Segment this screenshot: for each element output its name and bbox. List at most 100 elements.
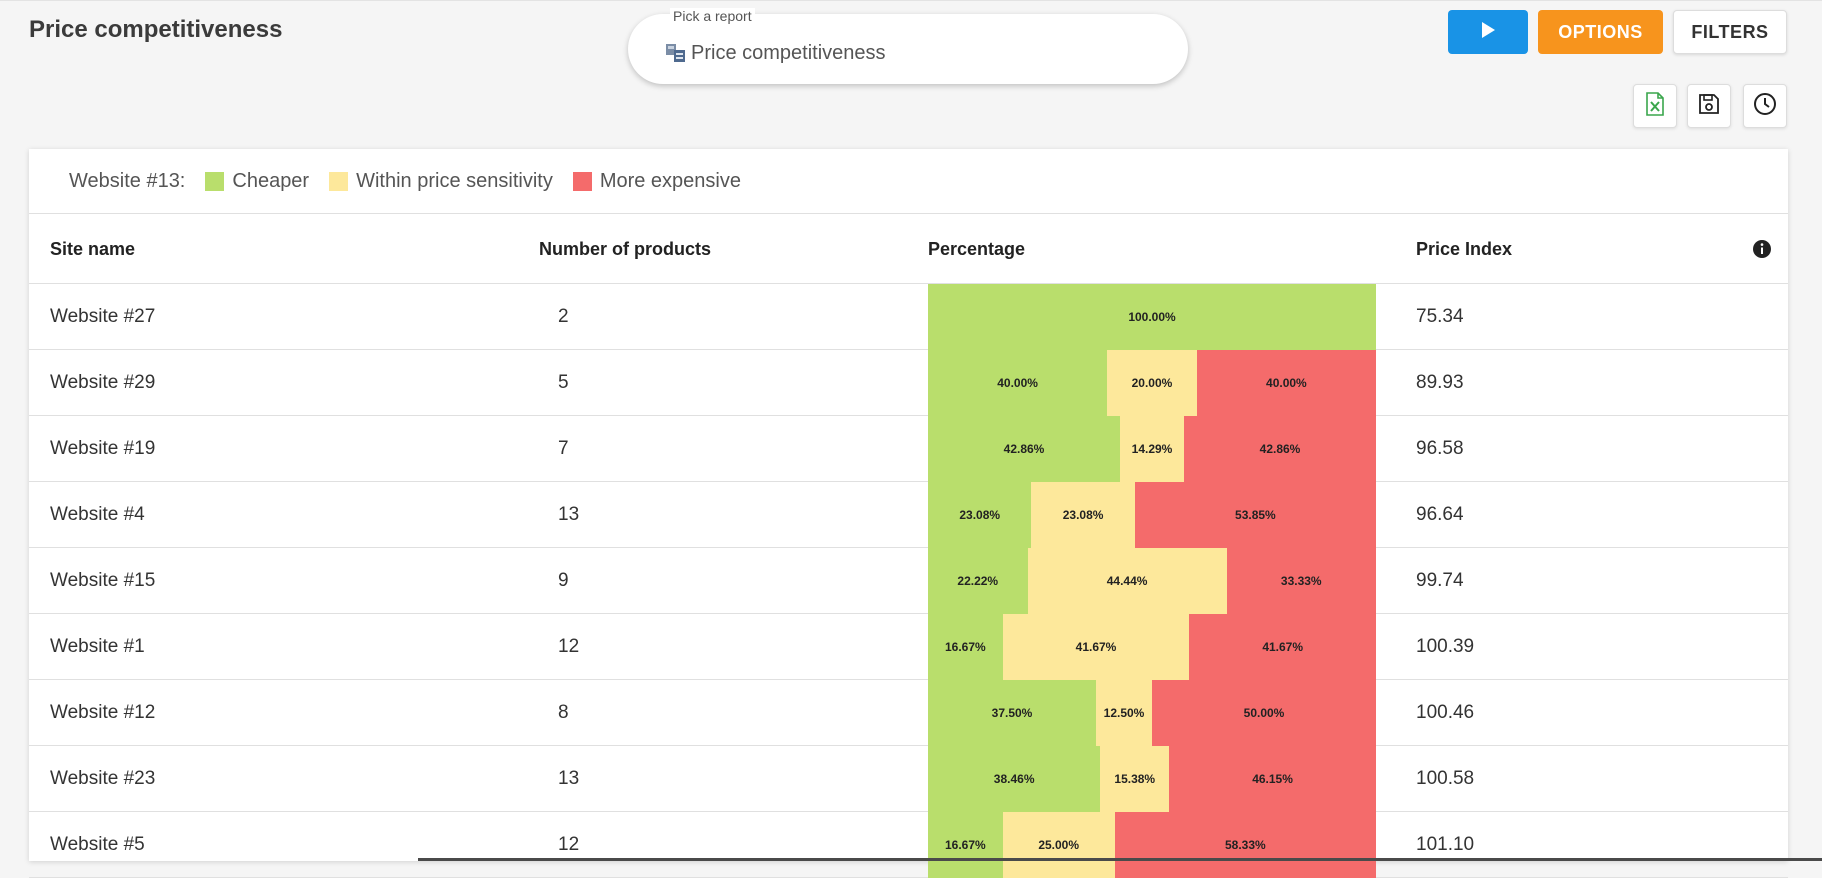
site-name-cell: Website #29 [50,372,156,393]
price-index-cell: 75.34 [1416,306,1464,327]
site-name-cell: Website #5 [50,834,145,855]
legend-swatch-within [329,171,349,191]
export-excel-button[interactable] [1633,84,1677,128]
site-name-cell: Website #27 [50,306,156,327]
percentage-bar: 40.00% 20.00% 40.00% [928,350,1376,416]
site-name-cell: Website #4 [50,504,145,525]
play-icon [1479,20,1497,45]
price-index-cell: 99.74 [1416,570,1464,591]
bar-segment-expensive: 40.00% [1196,350,1376,416]
legend-label-expensive: More expensive [599,169,741,192]
percentage-bar: 100.00% [928,284,1376,350]
report-picker-label: Pick a report [670,8,755,24]
bar-segment-expensive: 53.85% [1134,482,1376,548]
product-count-cell: 13 [558,504,580,525]
product-count-cell: 12 [558,834,580,855]
bar-segment-cheaper: 23.08% [928,482,1032,548]
table-row[interactable]: Website #19 7 42.86% 14.29% 42.86% 96.58 [29,416,1788,482]
header-site-name[interactable]: Site name [50,238,136,259]
report-picker[interactable]: Pick a report Price competitiveness [628,8,1188,84]
percentage-bar: 37.50% 12.50% 50.00% [928,680,1376,746]
bar-segment-within: 12.50% [1096,680,1152,746]
product-count-cell: 7 [558,438,569,459]
percentage-bar: 38.46% 15.38% 46.15% [928,746,1376,812]
horizontal-scrollbar[interactable] [418,858,1822,861]
bar-segment-cheaper: 37.50% [928,680,1096,746]
site-name-cell: Website #12 [50,702,156,723]
product-count-cell: 9 [558,570,569,591]
product-count-cell: 12 [558,636,580,657]
price-index-cell: 89.93 [1416,372,1464,393]
bar-segment-expensive: 41.67% [1189,614,1377,680]
table-row[interactable]: Website #5 12 16.67% 25.00% 58.33% 101.10 [29,812,1788,878]
bar-segment-within: 14.29% [1120,416,1185,482]
table-row[interactable]: Website #27 2 100.00% 75.34 [29,284,1788,350]
header-percentage[interactable]: Percentage [928,238,1026,259]
table-header: Site name Number of products Percentage … [29,214,1788,284]
bar-segment-cheaper: 100.00% [928,284,1376,350]
table-body: Website #27 2 100.00% 75.34 Website #29 5 40.0… [29,284,1788,878]
top-border [0,0,1822,1]
percentage-bar: 23.08% 23.08% 53.85% [928,482,1376,548]
table-row[interactable]: Website #12 8 37.50% 12.50% 50.00% 100.46 [29,680,1788,746]
bar-segment-within: 15.38% [1100,746,1170,812]
percentage-bar: 42.86% 14.29% 42.86% [928,416,1377,482]
run-button[interactable] [1448,10,1528,54]
report-picker-value: Price competitiveness [691,42,886,64]
bar-segment-expensive: 50.00% [1152,680,1376,746]
bar-segment-within: 20.00% [1107,350,1197,416]
price-index-cell: 100.39 [1416,636,1475,657]
product-count-cell: 2 [558,306,569,327]
percentage-bar: 16.67% 41.67% 41.67% [928,614,1377,680]
percentage-bar: 16.67% 25.00% 58.33% [928,812,1376,878]
table-row[interactable]: Website #15 9 22.22% 44.44% 33.33% 99.74 [29,548,1788,614]
bar-segment-cheaper: 16.67% [928,614,1003,680]
report-card: Website #13: Cheaper Within price sensit… [29,149,1788,878]
filters-button[interactable]: FILTERS [1673,10,1787,54]
price-index-cell: 96.64 [1416,504,1464,525]
bar-segment-expensive: 42.86% [1184,416,1377,482]
legend-title: Website #13: [69,169,186,192]
price-index-cell: 100.58 [1416,768,1475,789]
history-button[interactable] [1743,84,1787,128]
save-report-button[interactable] [1687,84,1731,128]
bar-segment-expensive: 46.15% [1169,746,1376,812]
percentage-bar: 22.22% 44.44% 33.33% [928,548,1376,614]
table-row[interactable]: Website #4 13 23.08% 23.08% 53.85% 96.64 [29,482,1788,548]
bar-segment-expensive: 33.33% [1226,548,1376,614]
bar-segment-cheaper: 40.00% [928,350,1108,416]
bar-segment-within: 25.00% [1002,812,1115,878]
product-count-cell: 5 [558,372,569,393]
bar-segment-cheaper: 16.67% [928,812,1003,878]
table-row[interactable]: Website #23 13 38.46% 15.38% 46.15% 100.58 [29,746,1788,812]
table-row[interactable]: Website #1 12 16.67% 41.67% 41.67% 100.39 [29,614,1788,680]
header-number-of-products[interactable]: Number of products [539,238,712,259]
bar-segment-cheaper: 42.86% [928,416,1120,482]
header-price-index[interactable]: Price Index [1416,238,1513,259]
bar-segment-expensive: 58.33% [1114,812,1376,878]
site-name-cell: Website #23 [50,768,156,789]
clock-icon [1753,92,1777,121]
options-button[interactable]: OPTIONS [1538,10,1663,54]
bar-segment-within: 23.08% [1031,482,1135,548]
legend-swatch-cheaper [205,171,225,191]
info-icon[interactable] [1752,239,1772,259]
product-count-cell: 13 [558,768,580,789]
bar-segment-cheaper: 38.46% [928,746,1101,812]
price-index-cell: 100.46 [1416,702,1475,723]
legend-label-within: Within price sensitivity [356,169,553,192]
bar-segment-within: 44.44% [1027,548,1227,614]
site-name-cell: Website #15 [50,570,156,591]
price-index-cell: 101.10 [1416,834,1475,855]
page-title: Price competitiveness [29,16,283,43]
save-icon [1698,93,1720,120]
report-type-icon [665,42,687,64]
legend-label-cheaper: Cheaper [232,169,310,192]
price-index-cell: 96.58 [1416,438,1464,459]
product-count-cell: 8 [558,702,569,723]
excel-export-icon [1645,91,1665,121]
bar-segment-cheaper: 22.22% [928,548,1028,614]
bar-segment-within: 41.67% [1002,614,1190,680]
legend-divider [29,213,1788,214]
table-row[interactable]: Website #29 5 40.00% 20.00% 40.00% 89.93 [29,350,1788,416]
